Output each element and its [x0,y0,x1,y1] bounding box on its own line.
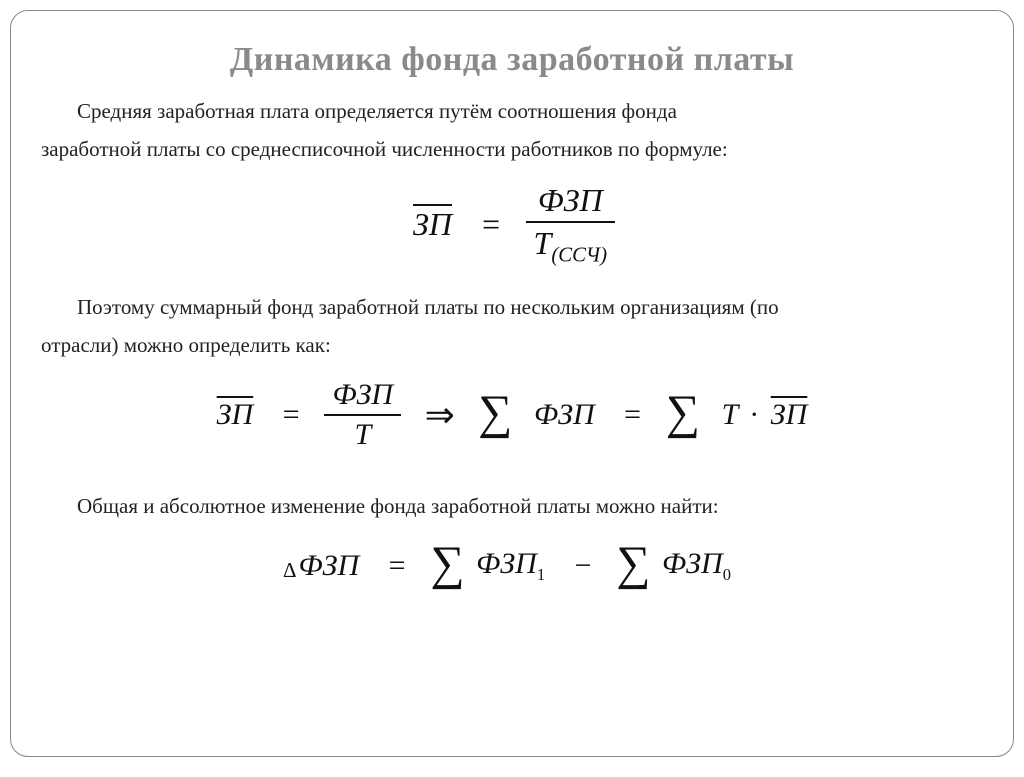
f3-delta: Δ [283,558,297,583]
f2-rhs2-T: T [722,398,738,431]
f2-denominator: T [324,416,401,452]
f3-sub0: 0 [723,565,731,584]
paragraph-1-line-1: Средняя заработная плата определяется пу… [41,97,983,125]
formula-2: ЗП = ФЗП T ⇒ ∑ ФЗП = ∑ T · ЗП [41,378,983,452]
paragraph-3: Общая и абсолютное изменение фонда зараб… [41,492,983,520]
f1-fraction: ФЗП T(ССЧ) [526,182,615,267]
paragraph-2-line-2: отрасли) можно определить как: [41,331,983,359]
f3-t0: ФЗП [662,547,723,580]
paragraph-1-line-2: заработной платы со среднесписочной числ… [41,135,983,163]
f2-cdot: · [749,398,759,431]
f2-lhs: ЗП [217,398,254,432]
f1-eq: = [480,206,502,243]
f3-term1: ФЗП1 [476,547,545,585]
f3-sub1: 1 [537,565,545,584]
f3-sigma1: ∑ [430,536,464,591]
f1-numerator: ФЗП [526,182,615,223]
f2-rhs2-zp: ЗП [771,398,808,431]
f2-fraction: ФЗП T [324,378,401,452]
f3-t1: ФЗП [476,547,537,580]
f2-sigma2: ∑ [666,385,700,440]
f2-eq1: = [281,398,301,432]
f2-rhs1: ФЗП [534,398,595,432]
f2-rhs2: T · ЗП [722,398,808,432]
slide-title: Динамика фонда заработной платы [41,41,983,79]
f3-term0: ФЗП0 [662,547,731,585]
formula-1: ЗП = ФЗП T(ССЧ) [41,182,983,267]
f1-den-sub: (ССЧ) [551,243,607,266]
f3-eq: = [387,549,407,583]
f1-denominator: T(ССЧ) [526,223,615,267]
slide-frame: Динамика фонда заработной платы Средняя … [10,10,1014,757]
formula-3: ΔФЗП = ∑ ФЗП1 − ∑ ФЗП0 [41,538,983,593]
f1-lhs: ЗП [413,206,452,243]
f3-sigma2: ∑ [616,536,650,591]
f2-implies: ⇒ [425,394,455,436]
paragraph-2-line-1: Поэтому суммарный фонд заработной платы … [41,293,983,321]
f2-eq2: = [622,398,642,432]
f3-lhs: ФЗП [299,549,360,583]
f2-numerator: ФЗП [324,378,401,416]
f1-den-T: T [534,225,552,261]
f3-minus: − [573,549,593,583]
f2-sigma1: ∑ [478,385,512,440]
